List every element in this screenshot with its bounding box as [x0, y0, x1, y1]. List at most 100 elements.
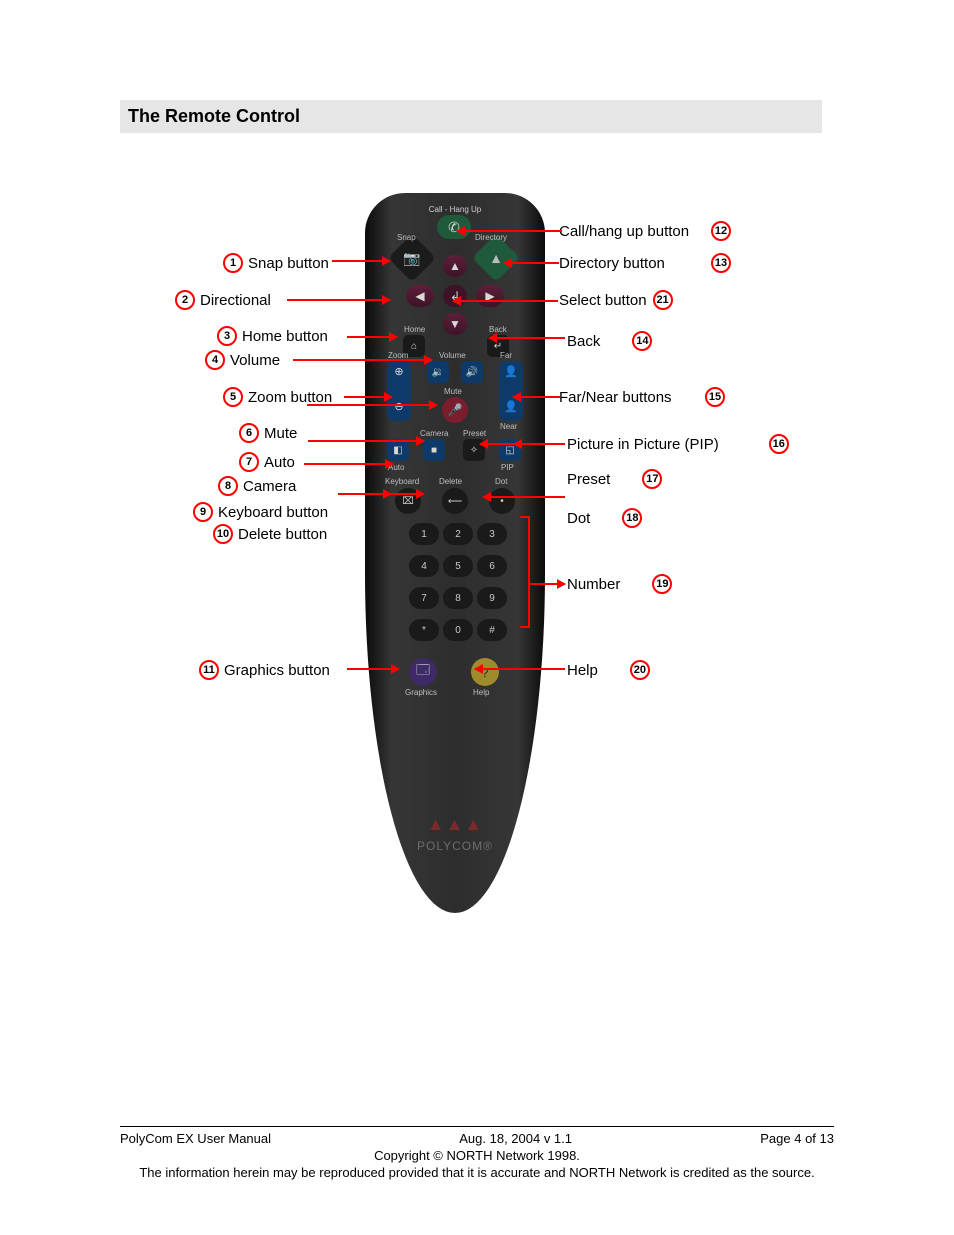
keypad-*: * — [409, 619, 439, 641]
section-heading: The Remote Control — [120, 100, 822, 133]
camera-icon: 📷 — [395, 241, 429, 275]
callout-16: Picture in Picture (PIP)16 — [567, 433, 789, 455]
home-label: Home — [404, 325, 425, 334]
keypad-7: 7 — [409, 587, 439, 609]
callout-number: 10 — [213, 524, 233, 544]
callout-label: Auto — [264, 454, 295, 471]
callout-17: Preset 17 — [567, 468, 662, 490]
callout-arrow — [483, 496, 565, 498]
callout-21: Select button 21 — [559, 289, 673, 311]
callout-20: Help20 — [567, 659, 650, 681]
callout-label: Camera — [243, 478, 296, 495]
call-hangup-label: Call - Hang Up — [365, 205, 545, 214]
callout-2: 2Directional — [175, 289, 271, 311]
callout-8: 8 Camera — [218, 475, 296, 497]
footer-copyright: Copyright © NORTH Network 1998. — [120, 1148, 834, 1163]
callout-number: 7 — [239, 452, 259, 472]
callout-12: Call/hang up button12 — [559, 220, 689, 242]
callout-13: Directory button13 — [559, 252, 665, 274]
callout-label: Far/Near buttons — [559, 389, 672, 406]
callout-label: Delete button — [238, 526, 327, 543]
mute-area-label: Mute — [444, 387, 462, 396]
callout-label: Graphics button — [224, 662, 330, 679]
callout-arrow — [308, 440, 424, 442]
callout-11: 11Graphics button — [199, 659, 330, 681]
footer-left: PolyCom EX User Manual — [120, 1131, 271, 1146]
callout-arrow — [304, 463, 393, 465]
callout-number: 16 — [769, 434, 789, 454]
number-bracket — [520, 516, 530, 628]
directory-label: Directory — [475, 233, 507, 242]
dot-button: • — [489, 488, 515, 514]
callout-number: 9 — [193, 502, 213, 522]
volume-area-label: Volume — [439, 351, 466, 360]
keypad-4: 4 — [409, 555, 439, 577]
page-footer: PolyCom EX User Manual Aug. 18, 2004 v 1… — [120, 1126, 834, 1180]
callout-label: Home button — [242, 328, 328, 345]
callout-arrow — [475, 668, 565, 670]
far-area-label: Far — [500, 351, 512, 360]
far-near-rocker: 👤 👤 — [499, 361, 523, 421]
keyboard-area-label: Keyboard — [385, 477, 419, 486]
callout-number: 14 — [632, 331, 652, 351]
callout-6: 6 Mute — [239, 422, 297, 444]
remote-figure: Call - Hang Up ✆ 📷 Snap ▲ Directory ▲ ▼ … — [120, 143, 822, 903]
keypad-1: 1 — [409, 523, 439, 545]
callout-number: 5 — [223, 387, 243, 407]
callout-label: Preset — [567, 471, 610, 488]
callout-label: Mute — [264, 425, 297, 442]
callout-number: 8 — [218, 476, 238, 496]
callout-14: Back 14 — [567, 330, 652, 352]
delete-area-label: Delete — [439, 477, 462, 486]
dot-area-label: Dot — [495, 477, 507, 486]
callout-label: Back — [567, 333, 600, 350]
callout-label: Directional — [200, 292, 271, 309]
footer-center: Aug. 18, 2004 v 1.1 — [459, 1131, 572, 1146]
callout-19: Number19 — [567, 573, 672, 595]
callout-number: 19 — [652, 574, 672, 594]
pip-area-label: PIP — [501, 463, 514, 472]
camera-button: ■ — [423, 439, 445, 461]
keypad-9: 9 — [477, 587, 507, 609]
callout-4: 4Volume — [205, 349, 280, 371]
keypad-6: 6 — [477, 555, 507, 577]
callout-label: Help — [567, 662, 598, 679]
near-area-label: Near — [500, 422, 517, 431]
callout-3: 3Home button — [217, 325, 328, 347]
keypad-#: # — [477, 619, 507, 641]
callout-number: 6 — [239, 423, 259, 443]
callout-arrow — [287, 299, 390, 301]
dpad-up: ▲ — [443, 255, 467, 277]
mute-button: 🎤 — [442, 397, 468, 423]
callout-label: Zoom button — [248, 389, 332, 406]
snap-label: Snap — [397, 233, 416, 242]
callout-18: Dot18 — [567, 507, 642, 529]
dpad-down: ▼ — [443, 313, 467, 335]
callout-arrow — [480, 443, 565, 445]
brand-text: POLYCOM® — [417, 839, 493, 853]
graphics-button: 🗔 — [409, 658, 437, 686]
callout-arrow — [453, 300, 558, 302]
brand-logo-icon: ▲▲▲ — [365, 814, 545, 835]
graphics-area-label: Graphics — [405, 688, 437, 697]
call-button: ✆ — [437, 215, 471, 239]
preset-area-label: Preset — [463, 429, 486, 438]
delete-button: ⟵ — [442, 488, 468, 514]
callout-label: Volume — [230, 352, 280, 369]
callout-label: Select button — [559, 292, 647, 309]
callout-arrow — [344, 396, 392, 398]
callout-number: 17 — [642, 469, 662, 489]
callout-arrow — [513, 396, 560, 398]
callout-arrow — [489, 337, 565, 339]
callout-arrow — [504, 262, 559, 264]
callout-arrow — [347, 336, 397, 338]
callout-arrow — [338, 493, 424, 495]
callout-arrow — [457, 230, 562, 232]
brand-block: ▲▲▲ POLYCOM® — [365, 814, 545, 853]
keypad-3: 3 — [477, 523, 507, 545]
callout-1: 1Snap button — [223, 252, 329, 274]
callout-label: Keyboard button — [218, 504, 328, 521]
dpad-right: ▶ — [476, 285, 504, 307]
speaker-button: ◧ — [387, 439, 409, 461]
callout-number: 21 — [653, 290, 673, 310]
